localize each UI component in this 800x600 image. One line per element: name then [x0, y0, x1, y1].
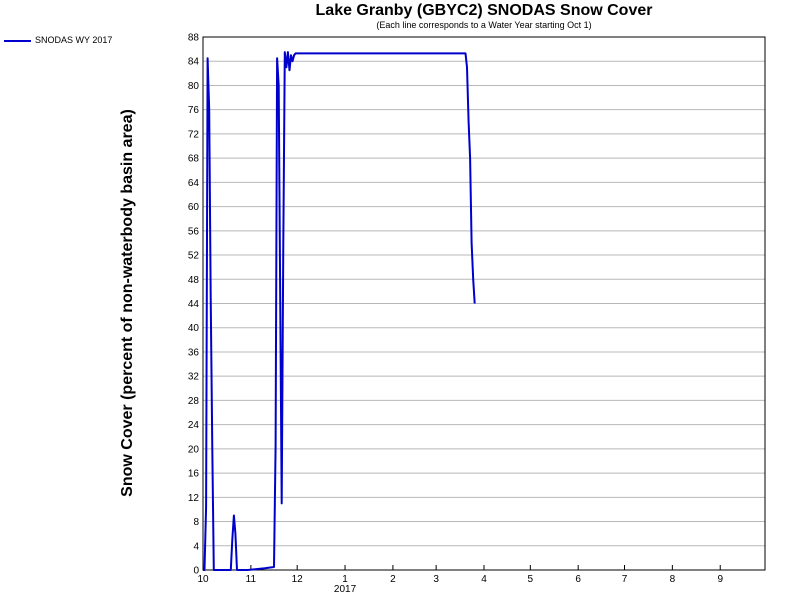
y-tick-label: 44	[188, 299, 200, 310]
x-tick-label: 10	[197, 574, 209, 585]
y-tick-label: 80	[188, 81, 200, 92]
y-tick-label: 72	[188, 129, 200, 140]
y-tick-label: 84	[188, 57, 200, 68]
x-tick-label: 4	[481, 574, 487, 585]
x-tick-label: 6	[575, 574, 581, 585]
y-tick-label: 48	[188, 275, 200, 286]
y-tick-label: 32	[188, 372, 200, 383]
x-tick-label: 8	[670, 574, 676, 585]
y-tick-label: 88	[188, 33, 200, 44]
x-year-label: 2017	[334, 584, 357, 595]
y-tick-label: 76	[188, 105, 200, 116]
legend-swatch	[4, 40, 31, 42]
y-tick-label: 0	[193, 566, 199, 577]
y-tick-label: 52	[188, 251, 200, 262]
x-tick-label: 12	[292, 574, 304, 585]
y-tick-label: 16	[188, 469, 200, 480]
x-tick-label: 2	[390, 574, 396, 585]
x-tick-label: 11	[246, 574, 257, 585]
legend-label: SNODAS WY 2017	[35, 35, 113, 45]
y-tick-label: 8	[193, 517, 199, 528]
y-tick-label: 20	[188, 444, 200, 455]
chart-title: Lake Granby (GBYC2) SNODAS Snow Cover	[315, 2, 653, 19]
y-tick-label: 28	[188, 396, 200, 407]
y-tick-label: 64	[188, 178, 200, 189]
series-line	[203, 51, 476, 571]
legend: SNODAS WY 2017	[2, 34, 152, 48]
y-tick-label: 24	[188, 420, 200, 431]
y-tick-label: 68	[188, 154, 200, 165]
y-tick-label: 36	[188, 347, 200, 358]
x-tick-label: 5	[528, 574, 534, 585]
y-tick-label: 56	[188, 226, 200, 237]
y-tick-label: 12	[188, 493, 200, 504]
y-tick-label: 40	[188, 323, 200, 334]
y-tick-label: 60	[188, 202, 200, 213]
y-tick-label: 4	[193, 541, 199, 552]
x-tick-label: 1	[342, 574, 348, 585]
chart-subtitle: (Each line corresponds to a Water Year s…	[376, 20, 592, 30]
x-tick-label: 7	[622, 574, 628, 585]
x-tick-label: 3	[433, 574, 439, 585]
x-tick-label: 9	[717, 574, 723, 585]
